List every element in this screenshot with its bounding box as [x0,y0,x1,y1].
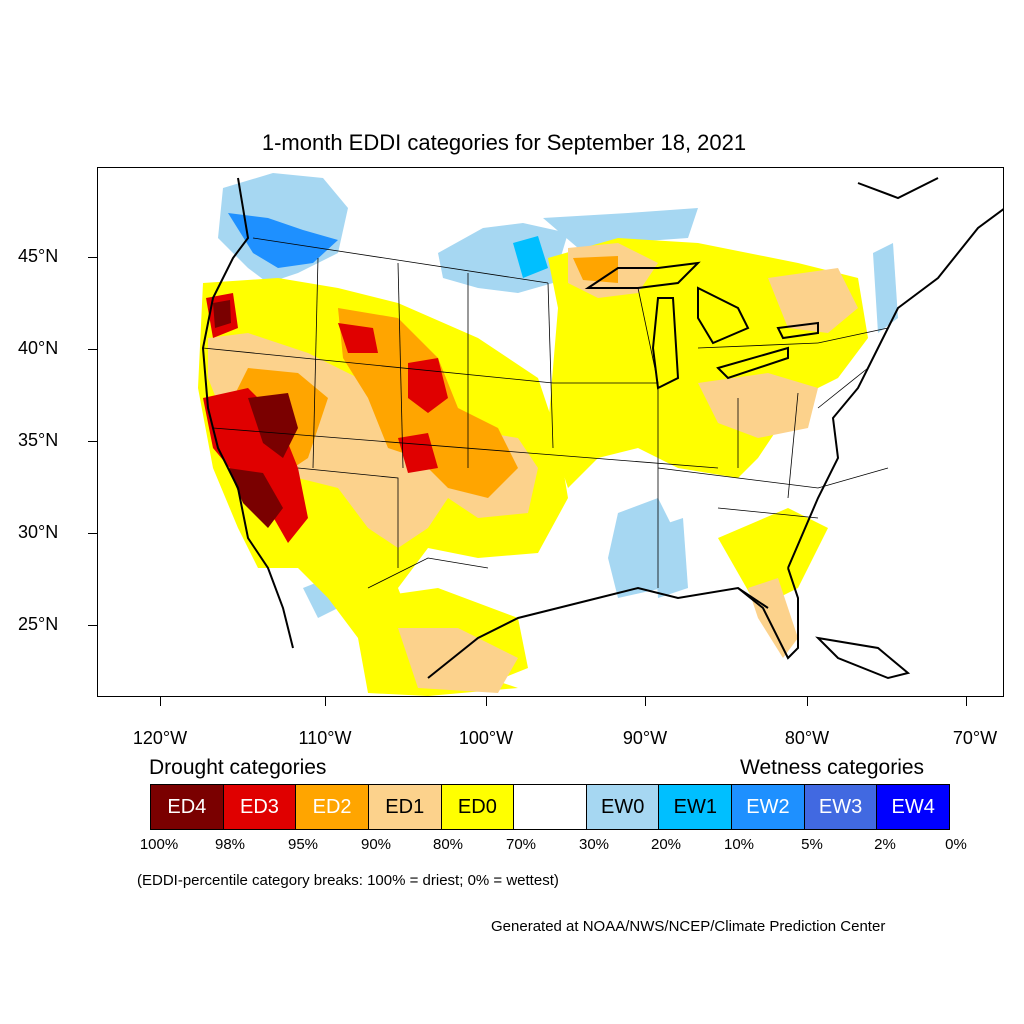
drought-layer [198,238,868,696]
ed1-ohio-valley [698,373,818,438]
lat-tick [88,257,97,258]
gulf-coast [427,586,769,679]
wet-area-pacific-nw-core [228,213,338,268]
state-lines [202,237,889,589]
coastlines [201,177,1003,680]
break-label: 0% [945,836,967,853]
break-label: 80% [432,836,464,853]
lake-huron [697,286,750,345]
legend-cell-ed1: ED1 [368,785,442,829]
legend-cell-ew4: EW4 [877,785,950,829]
legend-cell-ed0: ED0 [441,785,515,829]
break-label: 2% [874,836,896,853]
lat-label-30: 30°N [18,522,59,542]
break-label: 20% [650,836,682,853]
lon-label-100w: 100°W [458,728,514,748]
legend-cell-ew2: EW2 [732,785,805,829]
legend-cell-ed3: ED3 [223,785,297,829]
break-label: 98% [214,836,246,853]
florida-coast [737,567,799,660]
wet-area-lower-miss-2 [653,518,688,598]
lon-tick [645,697,646,706]
lon-label-110w: 110°W [298,728,352,748]
break-label: 90% [360,836,392,853]
ed3-california [203,388,308,543]
lat-label-35: 35°N [18,430,59,450]
canada-islands [857,177,939,200]
lake-superior [584,261,701,289]
lat-tick [88,441,97,442]
lake-michigan [651,297,680,390]
lon-label-120w: 120°W [132,728,188,748]
ed4-oregon [213,300,231,328]
lat-label-40: 40°N [18,338,59,358]
wetness-heading: Wetness categories [740,756,925,779]
eddi-map [198,173,1003,696]
map-frame [97,167,1004,697]
wet-area-nd-core [513,236,548,278]
lon-label-70w: 70°W [952,728,998,748]
break-label: 30% [578,836,610,853]
lat-tick [88,625,97,626]
legend-cell-ed2: ED2 [296,785,369,829]
lon-tick [807,697,808,706]
legend-cell-ew3: EW3 [804,785,878,829]
lake-ontario [776,321,819,340]
page-title: 1-month EDDI categories for September 18… [261,130,747,155]
break-label: 95% [287,836,319,853]
wet-area-upper-lakes [543,208,698,248]
wet-area-new-england [873,243,898,333]
lon-tick [486,697,487,706]
lon-tick [966,697,967,706]
legend-cell-normal [514,785,587,829]
legend-cell-ed4: ED4 [151,785,224,829]
break-label: 70% [505,836,537,853]
ed1-florida [748,578,798,658]
lon-label-80w: 80°W [784,728,830,748]
lat-label-45: 45°N [18,246,59,266]
drought-heading: Drought categories [149,756,327,779]
legend-cell-ew1: EW1 [659,785,733,829]
break-label: 100% [139,836,179,853]
credit-line: Generated at NOAA/NWS/NCEP/Climate Predi… [491,918,886,935]
lon-label-90w: 90°W [622,728,668,748]
break-label: 10% [723,836,755,853]
west-coast [201,177,294,649]
category-note: (EDDI-percentile category breaks: 100% =… [137,872,559,889]
lake-erie [716,346,789,380]
ed4-sierra [248,393,298,458]
ed0-southeast [718,508,828,608]
ed3-idaho [338,323,378,353]
lon-tick [160,697,161,706]
cuba [815,636,911,680]
ed4-socal [228,468,283,528]
lat-tick [88,533,97,534]
lon-tick [325,697,326,706]
ed1-northeast [768,268,858,333]
legend-cell-ew0: EW0 [586,785,660,829]
legend-bar: ED4 ED3 ED2 ED1 ED0 EW0 EW1 EW2 EW3 EW4 [150,784,950,830]
lat-label-25: 25°N [18,614,59,634]
east-coast [787,208,1003,569]
lat-tick [88,349,97,350]
break-label: 5% [801,836,823,853]
ed3-nm [398,433,438,473]
